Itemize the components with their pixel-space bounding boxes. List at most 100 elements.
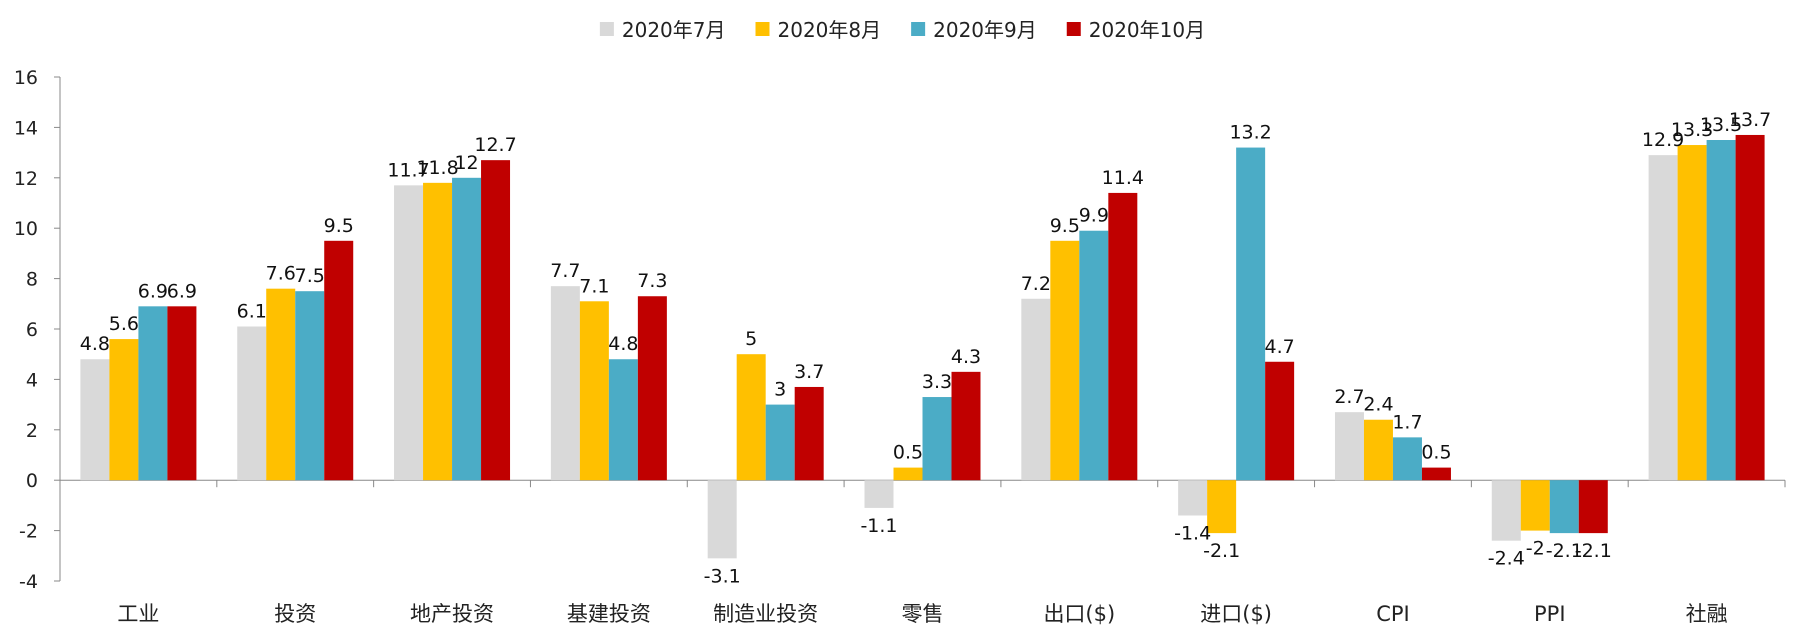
data-label: 3.7 — [794, 361, 824, 383]
bar — [1735, 134, 1765, 481]
data-label: 7.6 — [266, 263, 296, 285]
bar — [423, 182, 453, 481]
data-label: 12 — [454, 152, 478, 174]
bar — [1706, 140, 1736, 481]
data-label: 13.5 — [1700, 114, 1742, 136]
legend-label: 2020年10月 — [1089, 18, 1205, 42]
data-label: 1.7 — [1392, 411, 1422, 433]
data-label: 7.2 — [1021, 273, 1051, 295]
bar — [922, 397, 952, 481]
bar — [138, 306, 168, 481]
legend-label: 2020年9月 — [933, 18, 1037, 42]
data-label: 6.9 — [167, 280, 197, 302]
bar — [109, 339, 139, 481]
data-label: 4.7 — [1265, 336, 1295, 358]
legend: 2020年7月 2020年8月 2020年9月 2020年10月 — [599, 18, 1205, 42]
bar — [167, 306, 197, 481]
data-label: -2.1 — [1575, 540, 1612, 562]
x-tick-label: 投资 — [274, 602, 316, 626]
data-label: 13.2 — [1229, 122, 1271, 144]
y-tick-label: -2 — [19, 521, 38, 543]
bar — [394, 185, 424, 481]
data-label: 7.3 — [637, 270, 667, 292]
data-label: 5 — [745, 328, 757, 350]
bar — [1236, 147, 1266, 481]
bar — [864, 480, 894, 508]
x-tick-label: CPI — [1376, 602, 1410, 626]
bar — [481, 160, 511, 481]
data-labels: 4.8 6.1 11.7 7.7 -3.1 -1.1 7.2 -1.4 2.7 -2.4 12.9 5… — [80, 109, 1771, 587]
y-tick-label: 0 — [26, 470, 38, 492]
bar — [1079, 230, 1109, 481]
data-label: -2 — [1526, 538, 1545, 560]
x-tick-label: 进口($) — [1200, 602, 1272, 626]
y-tick-label: 16 — [14, 67, 38, 89]
bar — [237, 326, 267, 481]
data-label: 7.1 — [579, 275, 609, 297]
bar — [579, 301, 609, 481]
legend-swatch — [755, 22, 770, 36]
data-label: 6.1 — [237, 300, 267, 322]
bar — [1677, 145, 1707, 481]
data-label: 9.5 — [324, 215, 354, 237]
x-tick-label: 零售 — [902, 602, 944, 626]
bar — [765, 404, 795, 481]
y-tick-label: 8 — [26, 269, 38, 291]
y-tick-label: 6 — [26, 319, 38, 341]
bar — [608, 359, 638, 481]
data-label: 11.8 — [416, 157, 458, 179]
data-label: 0.5 — [1421, 442, 1451, 464]
bar — [1050, 240, 1080, 481]
bar — [1520, 480, 1550, 531]
bar — [550, 286, 580, 481]
x-tick-label: 基建投资 — [567, 602, 651, 626]
x-tick-label: 制造业投资 — [713, 602, 818, 626]
bar — [707, 480, 737, 559]
data-label: 4.8 — [80, 333, 110, 355]
bar — [1334, 412, 1364, 481]
data-label: 13.3 — [1671, 119, 1713, 141]
data-label: 3 — [774, 379, 786, 401]
y-tick-label: 12 — [14, 168, 38, 190]
bar — [1392, 437, 1422, 481]
bar — [1648, 155, 1678, 481]
data-label: 9.5 — [1050, 215, 1080, 237]
data-label: 11.4 — [1102, 167, 1144, 189]
y-tick-label: 14 — [14, 117, 38, 139]
legend-label: 2020年8月 — [778, 18, 882, 42]
bar — [452, 177, 482, 481]
x-tick-label: 工业 — [117, 602, 159, 626]
legend-label: 2020年7月 — [622, 18, 726, 42]
bar — [893, 467, 923, 481]
bar — [295, 291, 325, 481]
legend-swatch — [911, 22, 926, 36]
x-tick-label: 出口($) — [1043, 602, 1115, 626]
x-tick-label: PPI — [1534, 602, 1566, 626]
data-label: 12.9 — [1642, 129, 1684, 151]
bars — [80, 134, 1765, 559]
x-tick-label: 社融 — [1686, 602, 1728, 626]
data-label: 2.4 — [1363, 394, 1393, 416]
data-label: 11.7 — [387, 159, 429, 181]
bar — [794, 386, 824, 481]
bar — [324, 240, 354, 481]
data-label: -2.1 — [1546, 540, 1583, 562]
data-label: 13.7 — [1729, 109, 1771, 131]
y-tick-label: 2 — [26, 420, 38, 442]
data-label: -1.1 — [860, 515, 897, 537]
bar — [1178, 480, 1208, 516]
y-tick-label: 10 — [14, 218, 38, 240]
bar — [1363, 419, 1393, 481]
data-label: 0.5 — [893, 442, 923, 464]
bar — [1021, 298, 1051, 481]
bar — [1265, 361, 1295, 481]
data-label: 4.8 — [608, 333, 638, 355]
y-tick-label: 4 — [26, 369, 38, 391]
bar — [1207, 480, 1237, 534]
bar — [1108, 192, 1138, 481]
legend-swatch — [599, 22, 614, 36]
x-tick-label: 地产投资 — [410, 602, 494, 626]
data-label: -2.4 — [1488, 548, 1525, 570]
bar — [736, 354, 766, 481]
data-label: 5.6 — [109, 313, 139, 335]
